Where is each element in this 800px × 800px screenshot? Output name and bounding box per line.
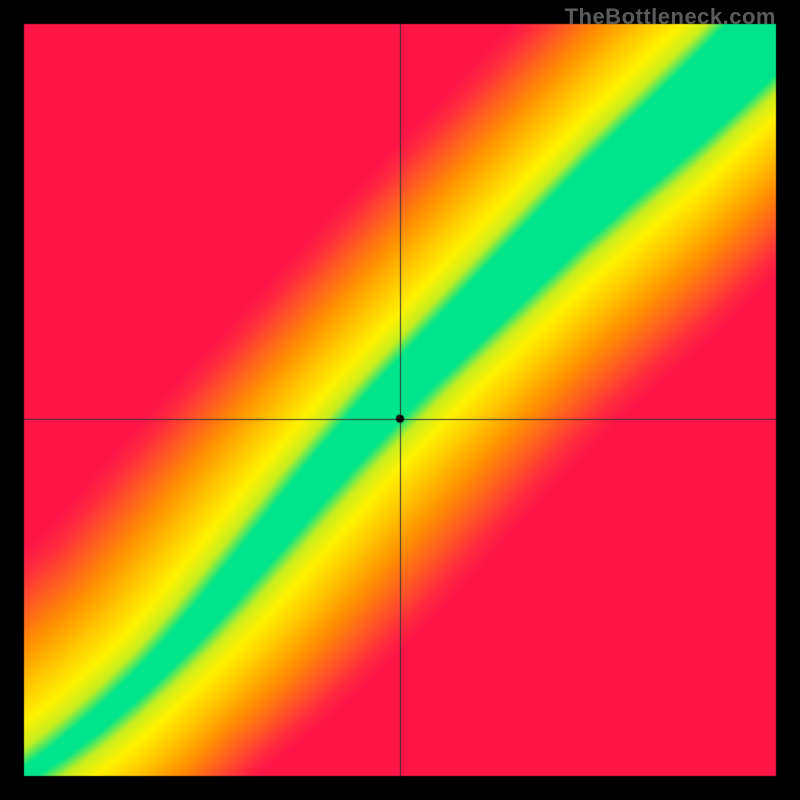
heatmap-canvas (0, 0, 800, 800)
chart-container: TheBottleneck.com (0, 0, 800, 800)
watermark-text: TheBottleneck.com (565, 4, 776, 30)
